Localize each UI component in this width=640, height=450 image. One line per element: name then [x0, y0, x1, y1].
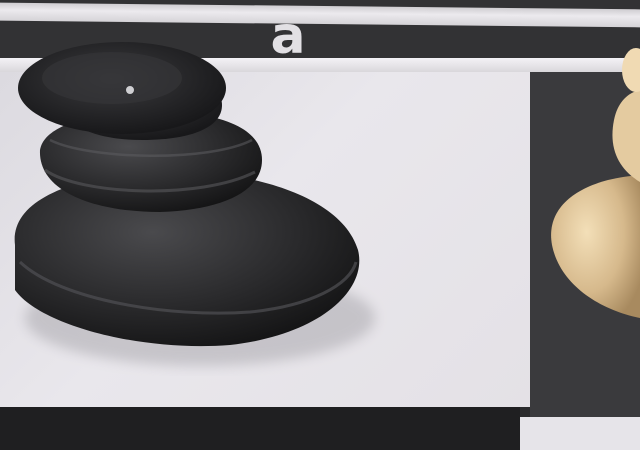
light-square — [520, 417, 640, 450]
black-pawn-icon — [14, 42, 360, 347]
dark-square — [0, 407, 520, 450]
white-pawn-icon — [551, 48, 640, 318]
file-label-a: a — [270, 6, 306, 66]
